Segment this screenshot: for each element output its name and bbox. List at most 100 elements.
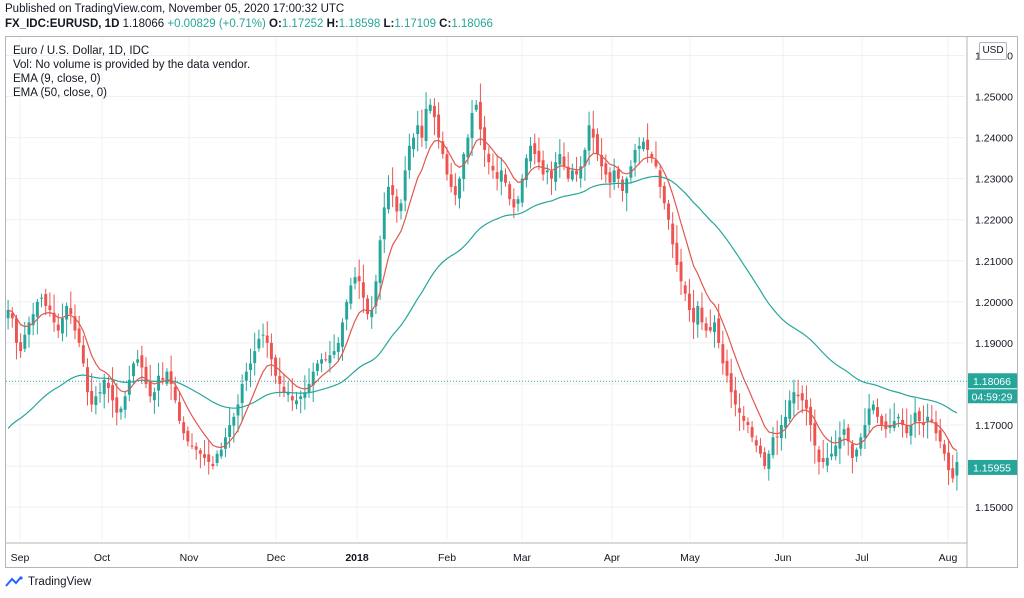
candle-body	[884, 421, 888, 430]
candle-body	[570, 170, 574, 180]
low-value: 1.17109	[394, 18, 436, 30]
candle-body	[132, 363, 135, 377]
candle-body	[265, 335, 269, 343]
candle-body	[261, 334, 265, 336]
candle-body	[917, 411, 921, 421]
candle-body	[77, 328, 81, 343]
candle-body	[934, 422, 938, 434]
candle-body	[520, 178, 524, 203]
candle-body	[579, 166, 583, 179]
legend-volume: Vol: No volume is provided by the data v…	[13, 59, 251, 71]
candle-body	[608, 172, 612, 183]
candle-body	[758, 445, 762, 454]
chart-frame[interactable]	[5, 36, 1018, 568]
candle-body	[470, 112, 474, 139]
candle-body	[65, 305, 69, 320]
candle-body	[328, 355, 332, 363]
candle-body	[830, 453, 833, 457]
candle-body	[662, 185, 666, 204]
candle-body	[704, 323, 708, 331]
candle-body	[407, 145, 411, 171]
candle-body	[458, 178, 461, 199]
candle-body	[194, 446, 198, 450]
candle-body	[382, 207, 386, 240]
candle-body	[269, 342, 273, 360]
candle-body	[625, 178, 629, 194]
candle-body	[495, 172, 499, 179]
y-tick-label: 1.19000	[975, 338, 1013, 350]
candle-body	[81, 345, 85, 364]
candle-body	[198, 450, 202, 454]
candle-body	[587, 125, 591, 151]
candle-body	[148, 381, 152, 397]
candle-body	[621, 179, 624, 191]
y-tick-label: 1.20000	[975, 297, 1013, 309]
candle-body	[671, 223, 675, 245]
candle-body	[746, 421, 750, 426]
candle-body	[633, 149, 637, 163]
candle-body	[136, 359, 140, 363]
candle-body	[729, 373, 733, 393]
candle-body	[658, 170, 662, 187]
candle-body	[483, 127, 487, 150]
candle-body	[152, 392, 156, 401]
candle-body	[863, 425, 867, 438]
candle-body	[880, 416, 884, 426]
candle-body	[554, 162, 558, 182]
y-tick-label: 1.25000	[975, 92, 1013, 104]
candle-body	[562, 156, 566, 167]
candle-body	[424, 108, 428, 141]
candle-body	[713, 322, 716, 333]
candle-body	[282, 386, 286, 393]
candle-body	[784, 416, 788, 428]
candle-body	[487, 153, 491, 163]
candle-body	[35, 301, 39, 317]
candle-body	[123, 396, 127, 410]
candle-body	[947, 452, 951, 471]
candle-body	[504, 174, 507, 183]
candle-body	[616, 169, 620, 179]
candle-body	[637, 145, 641, 149]
candle-body	[295, 400, 298, 405]
candle-body	[750, 427, 754, 438]
published-note: Published on TradingView.com, November 0…	[5, 3, 345, 15]
candle-body	[763, 452, 767, 467]
legend-ema50[interactable]: EMA (50, close, 0)	[13, 87, 107, 99]
candle-body	[177, 402, 181, 421]
ohlc-header: FX_IDC:EURUSD, 1D 1.18066 +0.00829 (+0.7…	[5, 18, 493, 30]
candle-body	[650, 153, 654, 159]
candle-body	[951, 468, 955, 479]
candle-body	[324, 359, 328, 361]
symbol-label: FX_IDC:EURUSD, 1D	[5, 18, 120, 30]
candle-body	[788, 400, 792, 419]
candle-body	[654, 159, 658, 167]
candle-body	[315, 363, 319, 372]
ema50-price-tag	[968, 459, 1017, 475]
legend-ema9[interactable]: EMA (9, close, 0)	[13, 73, 101, 85]
last-price-tag	[968, 373, 1017, 389]
candle-body	[537, 150, 541, 163]
candle-body	[169, 371, 173, 384]
candle-body	[792, 392, 796, 404]
currency-button[interactable]: USD	[979, 42, 1007, 60]
candle-body	[558, 154, 562, 165]
candle-body	[675, 242, 679, 265]
candle-body	[386, 186, 390, 210]
candle-body	[144, 366, 148, 384]
candle-body	[754, 440, 758, 446]
ema50-line	[7, 175, 958, 429]
candle-body	[508, 184, 512, 200]
tradingview-logo-icon	[5, 576, 23, 587]
candle-body	[357, 276, 361, 282]
candle-body	[692, 307, 696, 323]
legend-title: Euro / U.S. Dollar, 1D, IDC	[13, 45, 150, 57]
open-value: 1.17252	[281, 18, 324, 30]
candle-body	[922, 422, 925, 426]
candle-body	[767, 453, 771, 469]
candle-body	[157, 375, 161, 391]
candle-body	[926, 416, 930, 422]
candle-body	[244, 371, 248, 381]
candle-body	[583, 149, 587, 166]
candle-body	[336, 342, 340, 352]
